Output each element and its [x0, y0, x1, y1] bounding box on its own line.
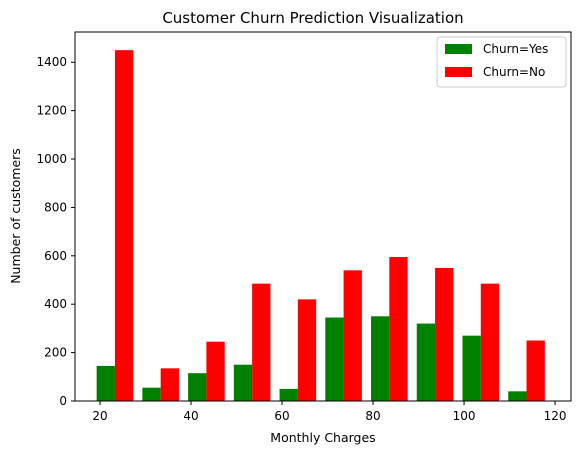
y-tick-label: 600 — [44, 249, 67, 263]
bar-churn-yes-5 — [325, 317, 344, 401]
legend-label-churn-yes: Churn=Yes — [483, 42, 548, 56]
y-tick-label: 800 — [44, 200, 67, 214]
x-tick-label: 80 — [365, 409, 380, 423]
legend-swatch-churn-no — [445, 67, 472, 77]
bar-churn-yes-3 — [233, 364, 253, 401]
y-axis-label: Number of customers — [8, 148, 23, 284]
y-tick-label: 1400 — [36, 55, 67, 69]
x-tick-label: 120 — [544, 409, 567, 423]
bar-churn-yes-8 — [462, 335, 481, 401]
y-tick-label: 0 — [59, 394, 67, 408]
bar-churn-yes-4 — [279, 388, 298, 401]
x-tick-label: 40 — [183, 409, 198, 423]
x-tick-label: 100 — [453, 409, 476, 423]
bar-churn-no-2 — [206, 341, 225, 401]
bar-churn-no-0 — [114, 50, 134, 401]
x-tick-label: 20 — [92, 409, 107, 423]
bar-churn-no-9 — [526, 340, 545, 401]
bar-churn-yes-0 — [96, 365, 115, 401]
x-axis-label: Monthly Charges — [270, 430, 375, 445]
bar-churn-no-1 — [160, 368, 179, 401]
chart-title: Customer Churn Prediction Visualization — [162, 9, 463, 27]
bar-churn-no-4 — [297, 299, 317, 401]
bar-churn-no-5 — [343, 270, 362, 401]
bar-churn-yes-1 — [142, 387, 161, 401]
legend-swatch-churn-yes — [445, 44, 472, 54]
plot-frame — [74, 31, 572, 402]
x-axis-ticks: 20 40 60 80 100 120 — [92, 401, 567, 423]
y-tick-label: 1000 — [36, 152, 67, 166]
y-tick-label: 400 — [44, 297, 67, 311]
bar-churn-no-8 — [480, 283, 500, 401]
bar-churn-no-3 — [252, 283, 271, 401]
legend-label-churn-no: Churn=No — [483, 65, 545, 79]
bar-churn-no-7 — [435, 267, 454, 401]
bar-churn-no-6 — [389, 257, 408, 401]
bar-churn-yes-7 — [416, 323, 436, 401]
y-axis-ticks: 0 200 400 600 800 1000 1200 1400 — [36, 55, 75, 408]
legend: Churn=Yes Churn=No — [436, 36, 567, 88]
y-tick-label: 1200 — [36, 104, 67, 118]
bar-churn-yes-6 — [371, 316, 390, 401]
bar-churn-yes-9 — [508, 391, 527, 401]
bars-group — [96, 50, 545, 401]
y-tick-label: 200 — [44, 346, 67, 360]
x-tick-label: 60 — [274, 409, 289, 423]
bar-churn-yes-2 — [188, 373, 207, 401]
